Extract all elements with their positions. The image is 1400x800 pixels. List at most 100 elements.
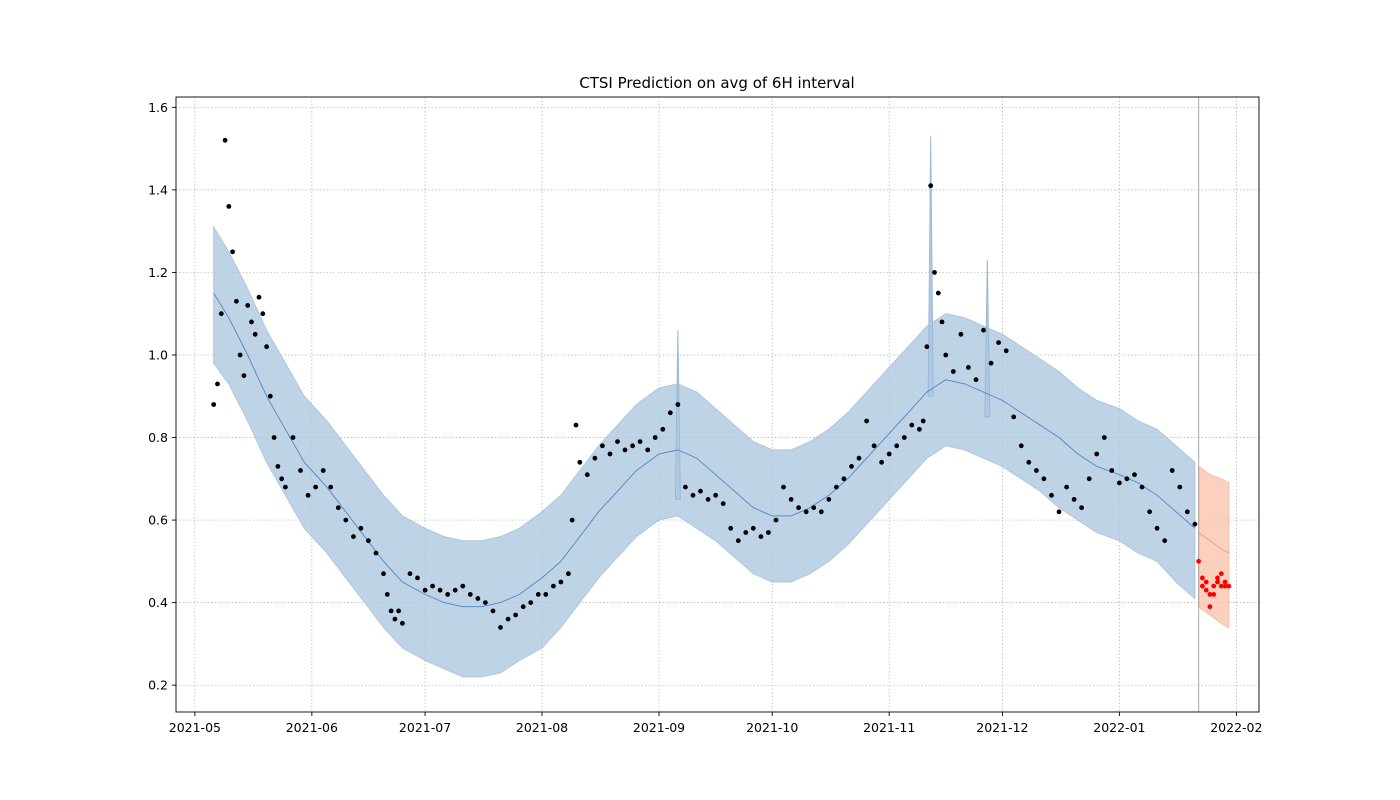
actual-point <box>592 455 598 461</box>
actual-point <box>498 625 503 630</box>
actual-point <box>483 600 488 605</box>
y-tick-label: 0.4 <box>148 595 168 610</box>
y-tick-label: 0.2 <box>148 678 168 693</box>
forecast-actual-point <box>1200 575 1205 581</box>
actual-point <box>234 298 239 304</box>
actual-point <box>713 492 718 498</box>
actual-point <box>215 381 220 387</box>
actual-point <box>551 583 556 589</box>
actual-point <box>298 468 303 473</box>
actual-point <box>252 331 258 337</box>
actual-point <box>275 464 281 469</box>
actual-point <box>373 550 379 556</box>
forecast-trend-line <box>1198 532 1230 554</box>
actual-point <box>1101 435 1107 440</box>
actual-point <box>675 402 681 407</box>
trend-line <box>213 292 1230 608</box>
chart-title: CTSI Prediction on avg of 6H interval <box>579 74 854 92</box>
actual-point <box>384 592 390 597</box>
y-tick-label: 0.6 <box>148 513 168 528</box>
actual-point <box>966 365 971 370</box>
actual-point <box>958 331 964 337</box>
actual-point <box>750 525 756 531</box>
actual-point <box>943 352 949 358</box>
x-tick-label: 2021-08 <box>516 720 568 735</box>
actual-point <box>652 435 658 440</box>
actual-point <box>392 616 398 622</box>
actual-point <box>584 472 590 478</box>
actual-point <box>1018 443 1024 449</box>
actual-point <box>305 492 311 498</box>
actual-point <box>366 538 371 544</box>
actual-point <box>241 373 247 378</box>
actual-point <box>513 612 518 618</box>
actual-point <box>452 587 458 593</box>
actual-point <box>535 592 541 597</box>
forecast-actual-point <box>1218 571 1224 577</box>
actual-point <box>249 319 254 325</box>
actual-point <box>920 418 926 424</box>
actual-point <box>528 600 534 605</box>
actual-point <box>973 377 979 383</box>
actual-point <box>871 443 877 449</box>
actual-point <box>211 402 217 407</box>
actual-point <box>1011 414 1017 420</box>
actual-point <box>381 571 386 577</box>
actual-point <box>1086 476 1092 482</box>
actual-point <box>826 497 832 502</box>
actual-point <box>1132 472 1137 478</box>
y-tick-label: 1.6 <box>148 100 168 115</box>
actual-point <box>566 571 571 577</box>
actual-point <box>264 344 269 350</box>
actual-point <box>1026 459 1032 465</box>
actual-point <box>260 311 266 317</box>
actual-point <box>924 344 930 350</box>
actual-point <box>811 505 817 511</box>
actual-point <box>256 294 262 300</box>
actual-point <box>758 534 764 539</box>
forecast-actual-point <box>1203 579 1209 585</box>
actual-point <box>705 497 711 502</box>
actual-point <box>690 492 696 498</box>
actual-point <box>388 608 394 614</box>
actual-point <box>773 517 779 523</box>
actual-point <box>996 340 1001 345</box>
actual-point <box>928 183 934 189</box>
actual-point <box>573 422 579 428</box>
actual-point <box>222 137 228 143</box>
actual-point <box>237 352 243 358</box>
x-tick-label: 2021-12 <box>976 720 1028 735</box>
actual-point <box>313 484 318 490</box>
actual-point <box>543 592 549 597</box>
actual-point <box>849 464 854 469</box>
actual-point <box>415 575 420 581</box>
actual-point <box>932 270 937 275</box>
actual-point <box>279 476 285 482</box>
actual-point <box>1041 476 1047 482</box>
actual-point <box>781 484 786 490</box>
actual-point <box>1003 348 1009 354</box>
actual-point <box>467 592 473 597</box>
actual-point <box>981 327 986 333</box>
forecast-actual-point <box>1196 558 1201 564</box>
actual-point <box>600 443 605 449</box>
actual-point <box>818 509 824 515</box>
x-tick-label: 2021-05 <box>169 720 221 735</box>
x-tick-label: 2021-10 <box>746 720 798 735</box>
axes <box>175 96 1260 713</box>
band-spike <box>927 136 934 397</box>
actual-point <box>569 517 575 523</box>
actual-point <box>396 608 401 614</box>
actual-point <box>1124 476 1130 482</box>
actual-point <box>283 484 288 490</box>
actual-point <box>1094 451 1100 457</box>
actual-point <box>558 579 564 585</box>
forecast-uncertainty-band <box>1198 465 1230 629</box>
actual-point <box>577 459 583 465</box>
actual-point <box>335 505 341 511</box>
x-tick-label: 2021-11 <box>863 720 915 735</box>
x-tick-label: 2022-01 <box>1093 720 1145 735</box>
actual-point <box>218 311 224 317</box>
actual-point <box>1184 509 1190 515</box>
